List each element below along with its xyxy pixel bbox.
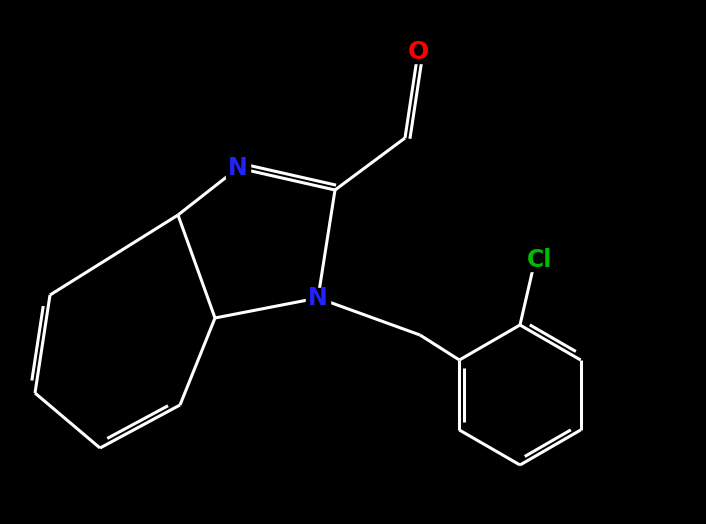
Bar [226, 158, 250, 178]
Bar [306, 288, 330, 308]
Bar [404, 41, 432, 63]
Text: O: O [407, 40, 429, 64]
Text: N: N [228, 156, 248, 180]
Bar [520, 249, 560, 271]
Text: Cl: Cl [527, 248, 553, 272]
Text: N: N [308, 286, 328, 310]
